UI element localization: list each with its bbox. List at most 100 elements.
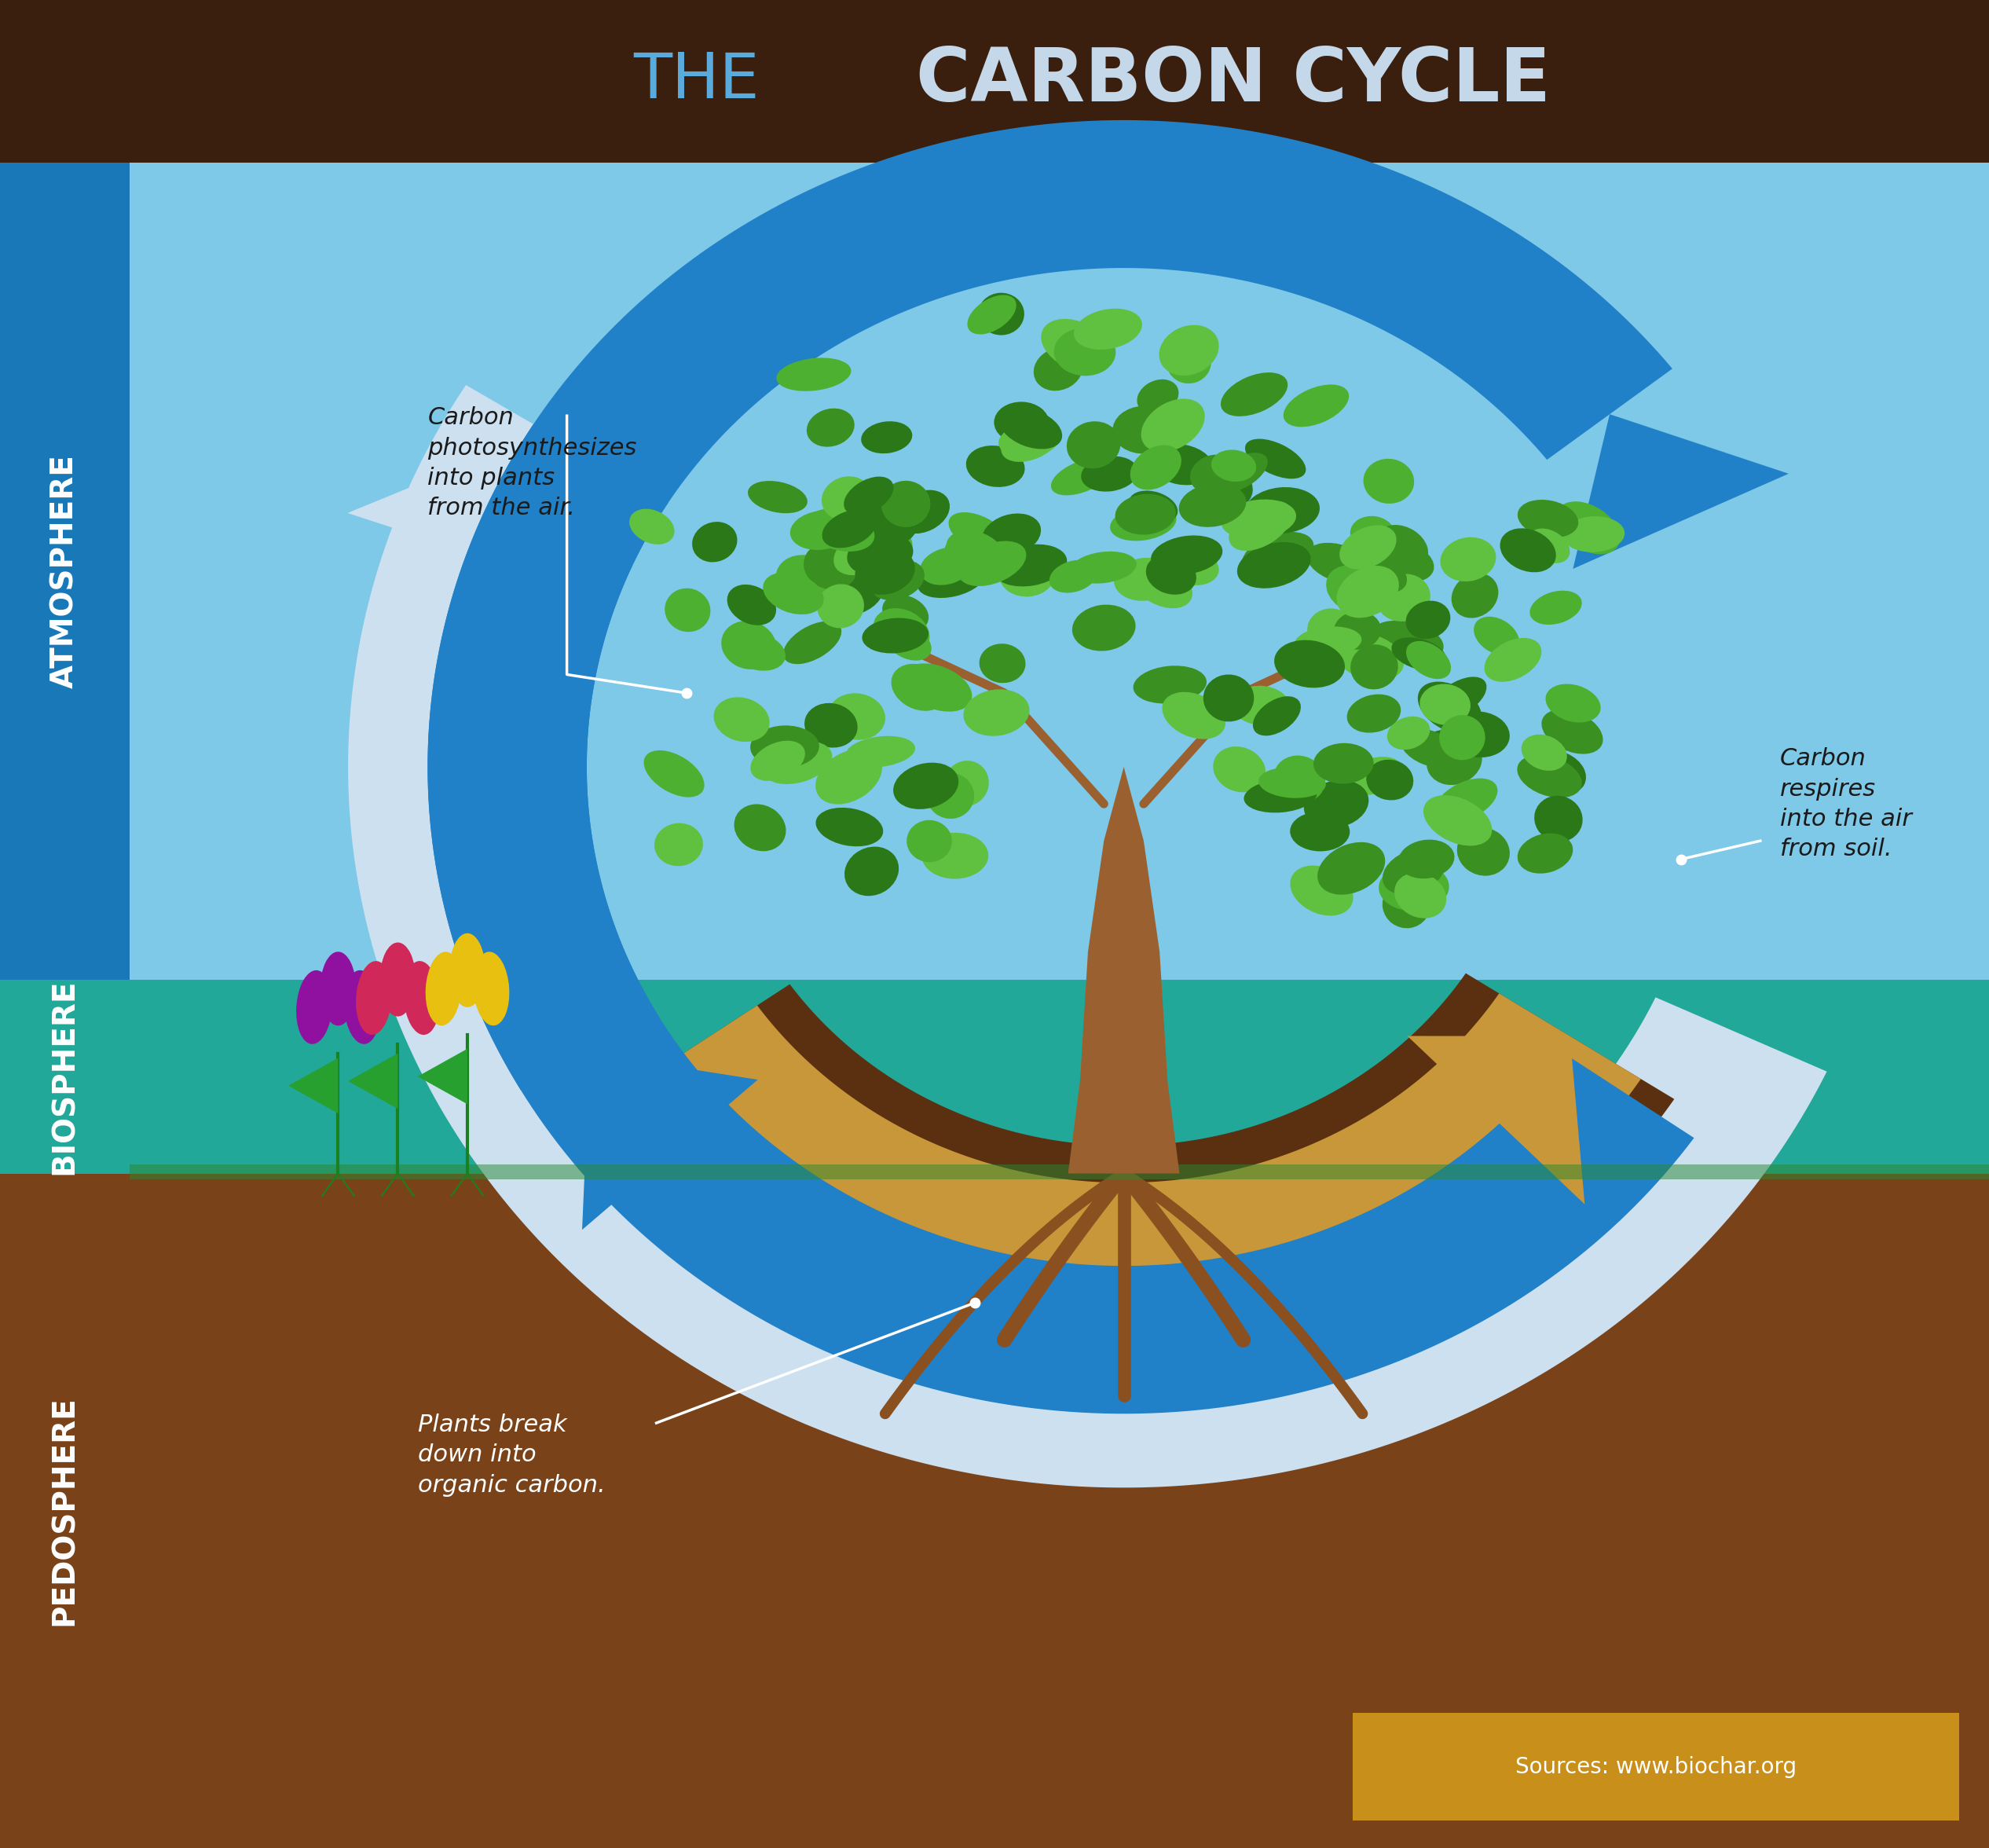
Text: Carbon
respires
into the air
from soil.: Carbon respires into the air from soil.: [1780, 747, 1911, 861]
Ellipse shape: [1518, 756, 1581, 798]
Ellipse shape: [1343, 758, 1402, 795]
Ellipse shape: [1291, 865, 1353, 917]
Ellipse shape: [1253, 697, 1301, 736]
Ellipse shape: [1221, 373, 1287, 416]
Ellipse shape: [1211, 449, 1257, 482]
Ellipse shape: [1337, 565, 1398, 617]
Polygon shape: [288, 1059, 338, 1114]
Ellipse shape: [1168, 551, 1219, 586]
Ellipse shape: [967, 296, 1016, 334]
Ellipse shape: [893, 763, 959, 809]
Ellipse shape: [1305, 780, 1368, 828]
Polygon shape: [428, 120, 1695, 1414]
Ellipse shape: [959, 541, 1026, 586]
Ellipse shape: [979, 643, 1026, 684]
Ellipse shape: [1116, 493, 1175, 534]
FancyBboxPatch shape: [129, 1164, 1989, 1179]
Ellipse shape: [845, 736, 915, 767]
Ellipse shape: [1072, 604, 1136, 650]
Ellipse shape: [1378, 863, 1450, 911]
Ellipse shape: [473, 952, 509, 1026]
Ellipse shape: [1213, 747, 1265, 793]
Ellipse shape: [1386, 717, 1430, 750]
Ellipse shape: [885, 625, 931, 660]
FancyBboxPatch shape: [1353, 1713, 1959, 1820]
Ellipse shape: [1339, 525, 1396, 569]
Ellipse shape: [1132, 560, 1191, 608]
Ellipse shape: [722, 621, 776, 669]
Ellipse shape: [1358, 556, 1406, 593]
Ellipse shape: [1313, 743, 1374, 784]
Ellipse shape: [861, 421, 913, 453]
FancyBboxPatch shape: [0, 979, 1989, 1173]
Ellipse shape: [664, 588, 710, 632]
Polygon shape: [1408, 1037, 1585, 1205]
Ellipse shape: [450, 933, 485, 1007]
Ellipse shape: [1189, 455, 1235, 493]
Ellipse shape: [1179, 482, 1247, 527]
Ellipse shape: [380, 942, 416, 1016]
Ellipse shape: [1112, 407, 1175, 455]
Text: Sources: www.biochar.org: Sources: www.biochar.org: [1516, 1756, 1796, 1778]
Ellipse shape: [945, 534, 993, 573]
Ellipse shape: [714, 697, 770, 741]
Ellipse shape: [871, 560, 925, 601]
FancyBboxPatch shape: [0, 163, 129, 979]
Ellipse shape: [927, 772, 975, 819]
Ellipse shape: [804, 702, 857, 748]
Ellipse shape: [776, 554, 833, 602]
Ellipse shape: [1382, 881, 1430, 928]
Ellipse shape: [1434, 778, 1498, 822]
Ellipse shape: [1050, 458, 1112, 495]
Ellipse shape: [1070, 551, 1136, 584]
Ellipse shape: [1555, 501, 1619, 554]
Ellipse shape: [1229, 501, 1293, 551]
Ellipse shape: [1243, 780, 1317, 813]
Ellipse shape: [1307, 608, 1355, 650]
Ellipse shape: [907, 821, 953, 863]
Ellipse shape: [344, 970, 380, 1044]
Ellipse shape: [1430, 676, 1486, 719]
Text: Carbon
photosynthesizes
into plants
from the air.: Carbon photosynthesizes into plants from…: [428, 407, 636, 519]
Ellipse shape: [654, 822, 702, 867]
Ellipse shape: [1295, 626, 1362, 658]
Ellipse shape: [1160, 325, 1219, 375]
Ellipse shape: [1400, 728, 1458, 767]
Ellipse shape: [1398, 839, 1454, 878]
Ellipse shape: [998, 553, 1056, 597]
Polygon shape: [619, 994, 1641, 1340]
Ellipse shape: [869, 499, 919, 545]
Ellipse shape: [921, 547, 973, 586]
Ellipse shape: [847, 532, 913, 577]
Ellipse shape: [1420, 684, 1470, 724]
Ellipse shape: [1130, 445, 1181, 490]
Ellipse shape: [949, 512, 1008, 554]
Ellipse shape: [1000, 421, 1060, 462]
Ellipse shape: [1452, 573, 1498, 617]
Ellipse shape: [845, 512, 913, 565]
Ellipse shape: [833, 530, 893, 575]
Ellipse shape: [998, 408, 1062, 449]
Ellipse shape: [1406, 641, 1452, 678]
Ellipse shape: [873, 608, 929, 656]
Ellipse shape: [404, 961, 440, 1035]
Ellipse shape: [804, 541, 857, 590]
Polygon shape: [348, 1053, 398, 1109]
Ellipse shape: [815, 748, 881, 804]
Text: BIOSPHERE: BIOSPHERE: [50, 978, 80, 1175]
Ellipse shape: [1231, 686, 1289, 724]
Text: Plants break
down into
organic carbon.: Plants break down into organic carbon.: [418, 1414, 605, 1497]
Text: CARBON CYCLE: CARBON CYCLE: [915, 44, 1551, 118]
Ellipse shape: [808, 408, 855, 447]
Ellipse shape: [883, 595, 929, 632]
Ellipse shape: [629, 508, 674, 545]
Ellipse shape: [947, 530, 1004, 573]
Ellipse shape: [748, 480, 808, 514]
Ellipse shape: [644, 750, 704, 796]
Ellipse shape: [1458, 828, 1510, 876]
Ellipse shape: [1241, 532, 1315, 577]
Ellipse shape: [1245, 438, 1307, 479]
FancyBboxPatch shape: [0, 1173, 1989, 1848]
Ellipse shape: [1335, 612, 1380, 650]
Ellipse shape: [1563, 516, 1625, 553]
